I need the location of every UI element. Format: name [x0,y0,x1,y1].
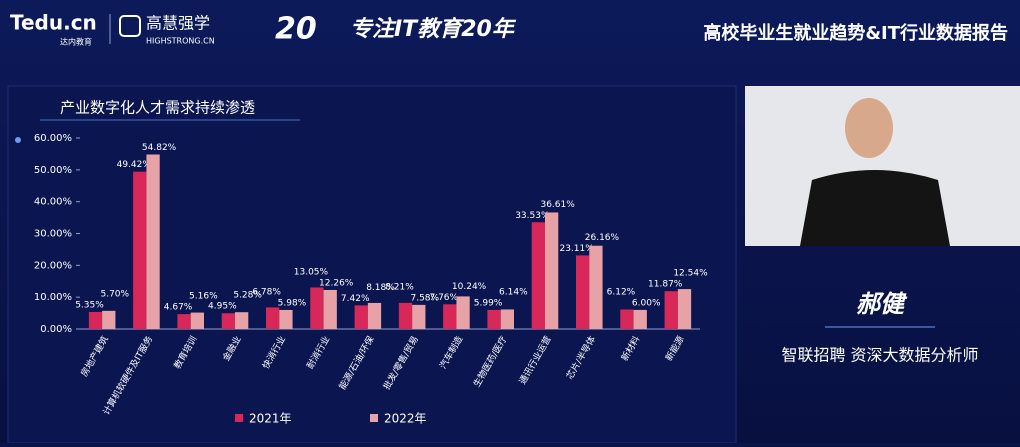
value-label: 12.26% [319,278,354,288]
bar [310,287,324,329]
value-label: 11.87% [648,280,683,290]
y-tick-label: 20.00% [34,260,72,271]
bar [576,255,590,329]
value-label: 23.11% [559,244,594,254]
slogan: 专注IT教育20年 [350,16,517,42]
brand-sub: HIGHSTRONG.CN [146,37,215,46]
legend-label: 2022年 [384,412,427,426]
value-label: 7.42% [341,294,370,304]
y-tick-label: 60.00% [34,133,72,144]
value-label: 7.76% [429,293,458,303]
speaker-name: 郝健 [856,290,908,318]
value-label: 13.05% [294,267,329,277]
bar [102,310,116,329]
brand-icon [119,15,141,37]
speaker-role: 智联招聘 资深大数据分析师 [781,346,978,365]
value-label: 5.99% [474,298,503,308]
value-label: 4.67% [164,303,193,313]
value-label: 49.42% [117,160,152,170]
value-label: 5.35% [75,300,104,310]
bar [664,291,678,329]
bar [88,311,103,329]
bar [412,304,426,329]
bar [620,309,634,329]
bar [279,309,293,329]
y-tick-label: 0.00% [40,324,72,335]
bar [190,312,204,329]
speaker-head [845,98,893,158]
value-label: 5.16% [189,292,218,302]
value-label: 6.14% [499,287,528,297]
value-label: 6.00% [632,298,661,308]
bar [177,314,191,329]
value-label: 36.61% [540,200,575,210]
bar [235,312,249,329]
bar [323,289,337,329]
bar [146,154,160,329]
bar [367,302,382,329]
value-label: 12.54% [673,269,708,279]
legend-swatch [235,414,243,422]
chart-title: 产业数字化人才需求持续渗透 [60,99,255,117]
bar [589,245,603,329]
y-tick-label: 30.00% [34,229,72,240]
y-tick-label: 10.00% [34,292,72,303]
value-label: 8.18% [366,283,395,293]
value-label: 5.28% [233,291,262,301]
bar [500,309,514,329]
value-label: 7.58% [410,293,439,303]
brand: 高慧强学 [146,14,210,33]
dot [15,137,21,143]
value-label: 8.21% [385,282,414,292]
legend-swatch [370,414,378,422]
bar [266,307,280,329]
value-label: 26.16% [585,233,620,243]
chart-panel [7,85,737,444]
bar [354,305,368,329]
anniversary-mark: 20 [275,12,317,47]
bar [133,171,147,329]
bar [633,309,647,329]
bar [221,313,235,329]
value-label: 5.70% [100,289,129,299]
y-tick-label: 50.00% [34,165,72,176]
value-label: 6.12% [607,287,636,297]
value-label: 54.82% [142,143,177,153]
y-tick-label: 40.00% [34,197,72,208]
bar [531,222,545,329]
logo-sub: 达内教育 [60,37,92,47]
legend-label: 2021年 [249,412,292,426]
report-title: 高校毕业生就业趋势&IT行业数据报告 [703,22,1008,44]
value-label: 6.78% [252,287,281,297]
bar [545,212,559,329]
value-label: 4.95% [208,302,237,312]
logo: Tedu.cn [10,11,97,35]
bar [456,296,470,329]
bar [487,309,501,329]
value-label: 10.24% [452,282,487,292]
value-label: 33.53% [515,211,550,221]
value-label: 5.98% [278,298,307,308]
bar [398,302,413,329]
bar [443,304,457,329]
bar [677,289,692,329]
speaker-body [800,170,950,246]
